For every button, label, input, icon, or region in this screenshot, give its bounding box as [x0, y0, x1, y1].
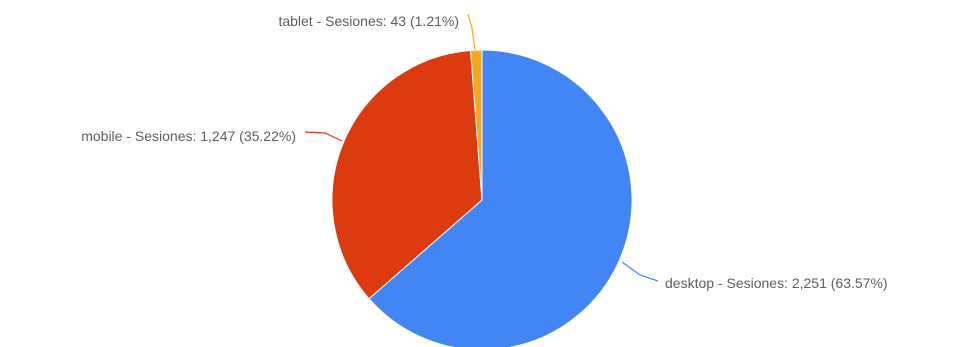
leader-line-mobile — [304, 131, 343, 142]
slice-label-tablet: tablet - Sesiones: 43 (1.21%) — [278, 13, 459, 29]
slice-label-mobile: mobile - Sesiones: 1,247 (35.22%) — [81, 128, 296, 144]
pie-slice-mobile[interactable] — [331, 49, 483, 300]
slice-labels: desktop - Sesiones: 2,251 (63.57%) mobile… — [81, 13, 887, 291]
slice-label-desktop: desktop - Sesiones: 2,251 (63.57%) — [665, 275, 888, 291]
pie-slice-tablet[interactable] — [470, 49, 483, 201]
leader-line-desktop — [621, 261, 659, 282]
leader-line-tablet — [467, 13, 476, 51]
pie-slices — [331, 49, 633, 347]
leader-lines — [304, 13, 659, 282]
pie-slice-desktop[interactable] — [368, 49, 633, 347]
